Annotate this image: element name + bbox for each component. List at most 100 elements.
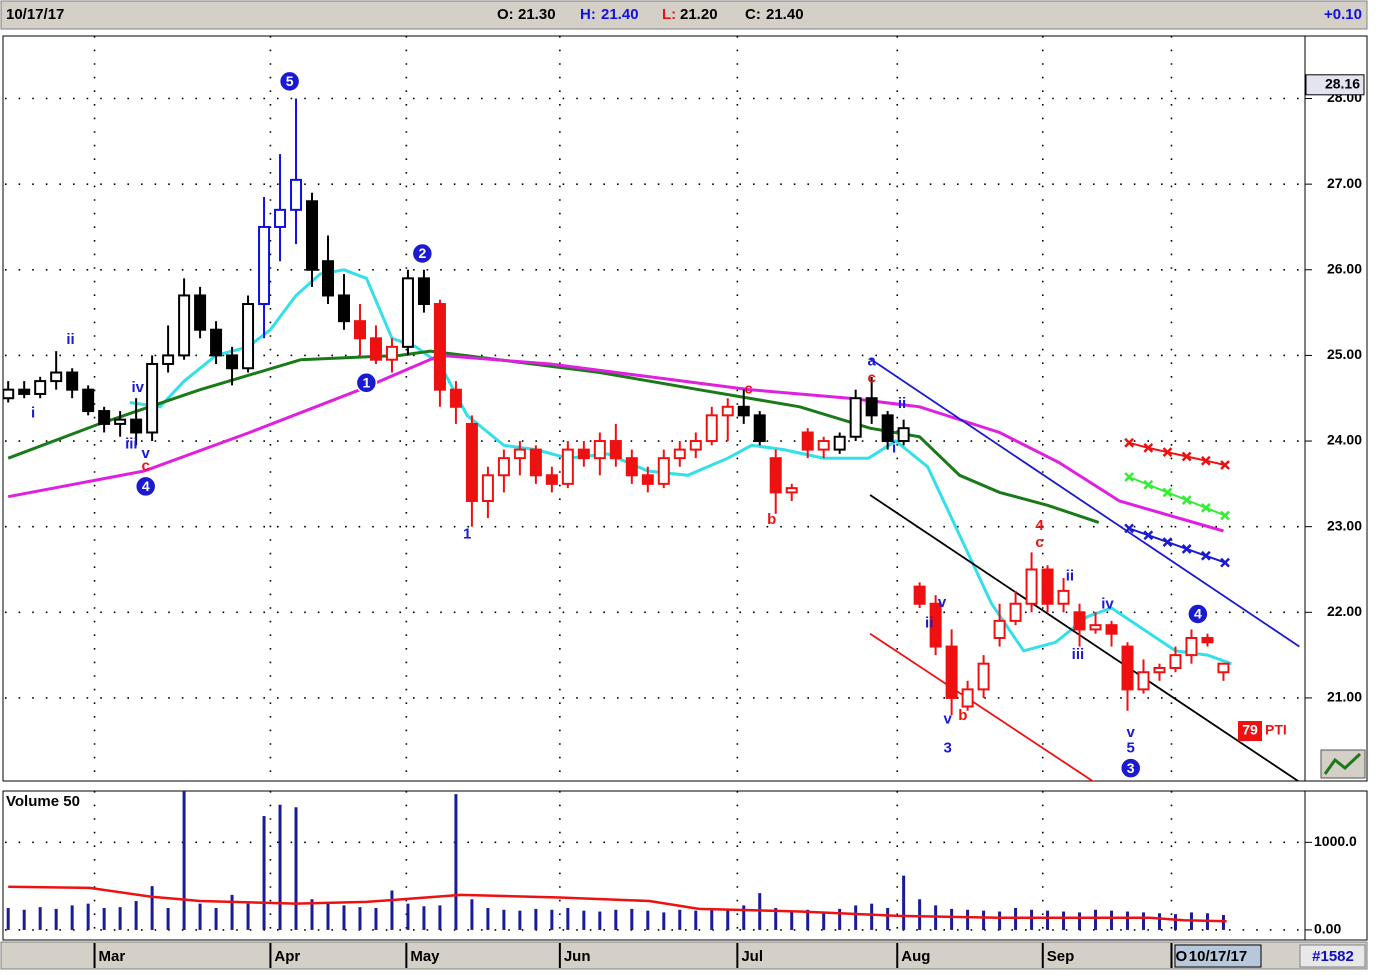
x-tick-label: O <box>1175 948 1187 965</box>
volume-bar <box>1030 909 1034 930</box>
candle-body <box>50 371 63 383</box>
y-tick-label: 1000.0 <box>1314 833 1357 849</box>
candle-body <box>98 410 111 425</box>
volume-bar <box>390 890 394 930</box>
candle-body <box>417 277 430 306</box>
x-tick-label: May <box>410 948 440 965</box>
wave-circle <box>411 242 434 265</box>
candle-body <box>242 303 255 370</box>
volume-bar <box>1078 912 1082 930</box>
candle-body <box>1089 624 1102 631</box>
y-tick-label: 21.00 <box>1327 689 1362 705</box>
wave-circle <box>355 372 378 394</box>
projection-mark <box>1220 460 1230 470</box>
volume-bar <box>566 908 570 930</box>
candle-body <box>833 435 846 451</box>
volume-bar <box>70 905 74 930</box>
projection-mark <box>1200 502 1211 513</box>
candle-body <box>385 345 398 361</box>
wave-label: 5 <box>1127 739 1135 756</box>
candle-body <box>369 337 382 361</box>
wave-label: b <box>958 707 967 724</box>
volume-bar <box>950 908 954 930</box>
volume-bar <box>22 909 26 930</box>
volume-bar <box>246 903 250 930</box>
candle-body <box>641 474 654 485</box>
badge-box <box>1238 721 1262 741</box>
candle-body <box>1217 662 1230 674</box>
volume-bar <box>534 908 538 930</box>
change-value: +0.10 <box>1324 6 1362 23</box>
volume-bar <box>502 909 506 930</box>
volume-bar <box>982 910 986 930</box>
wave-label: v <box>142 445 151 462</box>
volume-bar <box>902 875 906 930</box>
moving-average <box>7 349 1100 524</box>
price-marker-label: 28.16 <box>1325 76 1360 92</box>
close-value: 21.40 <box>766 6 804 23</box>
candle-body <box>1185 636 1198 657</box>
volume-bar <box>774 908 778 930</box>
volume-bar <box>38 907 42 930</box>
volume-bar <box>1046 910 1050 930</box>
candle-body <box>353 320 366 340</box>
candle-body <box>258 225 271 306</box>
volume-bar <box>550 909 554 930</box>
candle-body <box>274 208 287 228</box>
candle-body <box>82 388 95 413</box>
wave-label: 3 <box>943 739 951 756</box>
candle-body <box>146 362 159 434</box>
volume-bar <box>790 910 794 930</box>
wave-label: v <box>1127 724 1136 741</box>
candle-body <box>929 602 942 648</box>
axes: 21.0022.0023.0024.0025.0026.0027.0028.00… <box>6 74 1365 968</box>
projection-mark <box>1143 530 1154 541</box>
projection-mark <box>1143 479 1154 490</box>
volume-bar <box>1094 909 1098 930</box>
candle-body <box>689 440 702 451</box>
candle-body <box>849 397 862 438</box>
wave-label: 4 <box>142 478 150 494</box>
candle-body <box>513 448 526 460</box>
volume-bar <box>1014 908 1018 930</box>
candle-body <box>1169 654 1182 669</box>
wave-label: 1 <box>362 375 370 391</box>
volume-bar <box>582 910 586 930</box>
y-tick-label: 0.00 <box>1314 921 1341 937</box>
badge-text: PTI <box>1265 722 1287 738</box>
projection-mark <box>1124 437 1134 448</box>
volume-bar <box>918 899 922 930</box>
wave-label: i <box>31 405 35 422</box>
volume-bar <box>518 910 522 930</box>
moving-average <box>7 353 1224 533</box>
volume-bar <box>198 903 202 930</box>
candle-body <box>306 200 319 271</box>
volume-bar <box>86 903 90 930</box>
y-tick-label: 26.00 <box>1327 260 1362 276</box>
candle-body <box>769 457 782 494</box>
volume-bar <box>470 899 474 930</box>
candle-body <box>114 418 127 425</box>
icon-glyph[interactable] <box>1323 752 1362 775</box>
volume-bar <box>358 907 362 930</box>
high-value: 21.40 <box>601 6 639 23</box>
projection-mark <box>1181 451 1192 462</box>
projection-mark <box>1124 472 1134 482</box>
wave-label: 3 <box>1127 760 1135 776</box>
volume-axis-panel <box>1304 790 1368 941</box>
candle-body <box>433 303 446 391</box>
candle-body <box>1057 589 1070 605</box>
volume-bar <box>1173 914 1177 930</box>
volume-bar <box>230 894 234 930</box>
panel-icon[interactable] <box>1320 749 1366 779</box>
wave-label: 1 <box>463 525 471 542</box>
candle-body <box>529 448 542 477</box>
trend-line <box>869 494 1300 781</box>
wave-label: ii <box>66 331 74 348</box>
trend-line <box>869 358 1300 648</box>
candle-body <box>577 448 590 460</box>
candle-body <box>337 294 350 323</box>
y-tick-label: 23.00 <box>1327 517 1362 533</box>
candle-body <box>3 388 15 400</box>
